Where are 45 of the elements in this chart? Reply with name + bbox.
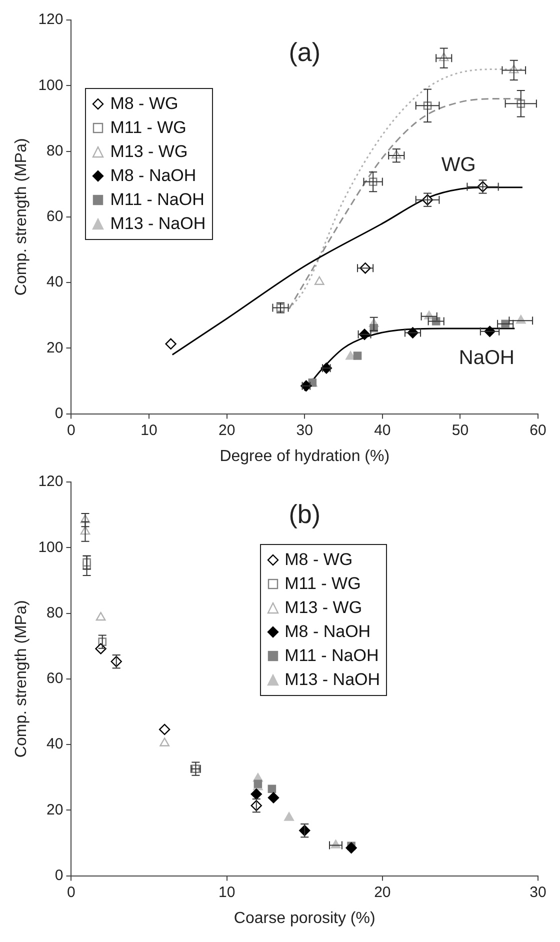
- annotation: WG: [441, 154, 476, 176]
- y-tick-label: 0: [54, 866, 64, 884]
- x-tick-label: 30: [530, 884, 546, 901]
- x-tick-label: 40: [374, 422, 391, 439]
- y-tick-label: 40: [46, 274, 64, 291]
- x-tick-label: 20: [218, 422, 236, 439]
- y-tick-label: 120: [38, 473, 64, 490]
- x-axis-title: Coarse porosity (%): [234, 910, 376, 927]
- y-tick-label: 20: [46, 801, 64, 818]
- y-axis-title: Comp. strength (MPa): [13, 600, 30, 758]
- y-tick-label: 40: [46, 736, 64, 753]
- y-tick-label: 80: [46, 142, 64, 160]
- legend-label: M11 - NaOH: [110, 190, 204, 209]
- x-tick-label: 60: [530, 422, 546, 439]
- y-tick-label: 80: [46, 604, 64, 622]
- legend-label: M13 - WG: [110, 142, 188, 161]
- y-tick-label: 60: [46, 208, 64, 226]
- y-axis-title: Comp. strength (MPa): [13, 138, 30, 296]
- y-tick-label: 100: [38, 76, 64, 94]
- legend-label: M13 - NaOH: [284, 670, 380, 689]
- text: (a): [288, 37, 321, 68]
- y-tick-label: 100: [38, 538, 64, 556]
- y-tick-label: 20: [46, 339, 64, 356]
- legend-label: M8 - WG: [284, 550, 353, 569]
- annotation: NaOH: [458, 347, 514, 370]
- y-tick-label: 0: [54, 404, 64, 422]
- legend-label: M8 - NaOH: [110, 166, 196, 185]
- legend-label: M8 - NaOH: [284, 622, 371, 641]
- x-tick-label: 10: [140, 422, 158, 439]
- x-axis-title: Degree of hydration (%): [220, 448, 390, 465]
- x-tick-label: 20: [374, 884, 391, 901]
- legend-label: M13 - NaOH: [110, 214, 206, 233]
- x-tick-label: 30: [296, 422, 313, 439]
- legend-label: M11 - NaOH: [284, 646, 379, 665]
- x-tick-label: 0: [67, 884, 76, 901]
- y-tick-label: 120: [38, 11, 64, 28]
- x-tick-label: 10: [218, 884, 236, 901]
- legend-label: M13 - WG: [284, 598, 362, 617]
- y-tick-label: 60: [46, 670, 64, 688]
- x-tick-label: 0: [67, 422, 76, 439]
- legend-label: M8 - WG: [110, 94, 178, 113]
- text: (b): [288, 499, 321, 530]
- x-tick-label: 50: [452, 422, 469, 439]
- legend-label: M11 - WG: [110, 118, 186, 137]
- legend-label: M11 - WG: [284, 574, 361, 593]
